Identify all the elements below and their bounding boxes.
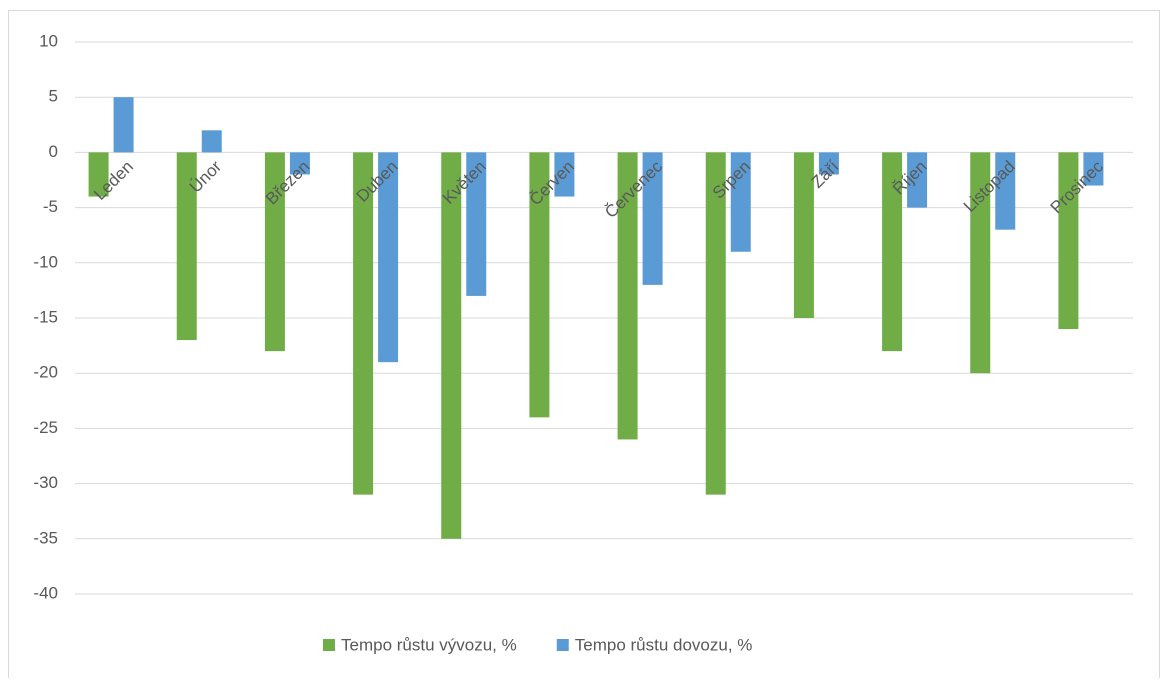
y-tick-label: -20 [33, 363, 58, 382]
y-tick-label: 5 [49, 87, 58, 106]
bar [113, 97, 134, 153]
chart-frame [8, 10, 1160, 683]
bar [88, 152, 109, 197]
bar [730, 152, 751, 252]
y-tick-label: -5 [43, 197, 58, 216]
bar [793, 152, 814, 318]
y-tick-label: -35 [33, 528, 58, 547]
legend-label: Tempo růstu dovozu, % [575, 635, 753, 654]
y-tick-label: -25 [33, 418, 58, 437]
y-tick-label: -15 [33, 307, 58, 326]
bar [907, 152, 928, 208]
bar [1058, 152, 1079, 330]
y-tick-label: 0 [49, 142, 58, 161]
legend-label: Tempo růstu vývozu, % [341, 635, 517, 654]
y-tick-label: -10 [33, 252, 58, 271]
legend-swatch [556, 639, 569, 651]
bar [818, 152, 839, 175]
bar [353, 152, 374, 495]
bar [1083, 152, 1104, 186]
y-tick-label: -40 [33, 583, 58, 602]
bar [970, 152, 991, 374]
bar [441, 152, 462, 539]
bar [529, 152, 550, 418]
legend-swatch [323, 639, 335, 651]
y-tick-label: 10 [39, 31, 58, 50]
bar [705, 152, 726, 495]
y-tick-label: -30 [33, 473, 58, 492]
bar [264, 152, 285, 352]
bar [378, 152, 399, 363]
bar [642, 152, 663, 285]
bar [176, 152, 197, 341]
bar [466, 152, 487, 296]
bar [882, 152, 903, 352]
bar [289, 152, 310, 175]
bar [201, 130, 222, 153]
bar [554, 152, 575, 197]
bar [995, 152, 1016, 230]
bar [617, 152, 638, 440]
